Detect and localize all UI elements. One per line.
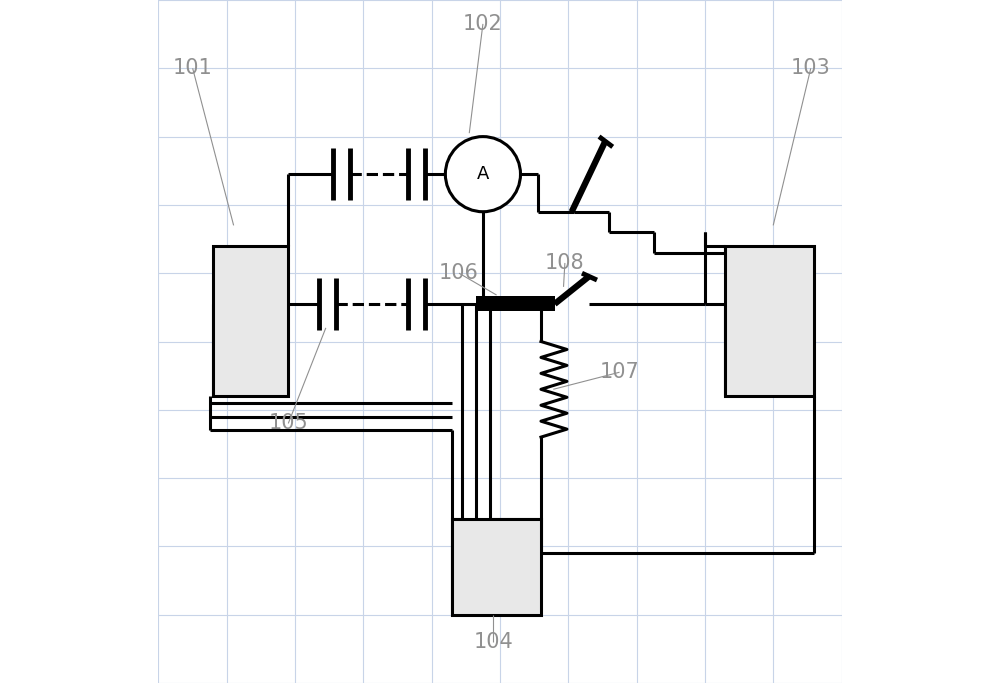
Text: 107: 107 <box>600 362 639 382</box>
Text: 106: 106 <box>439 263 479 283</box>
Bar <box>213 246 288 396</box>
Text: 103: 103 <box>791 58 831 79</box>
Bar <box>725 246 814 396</box>
Bar <box>476 296 555 311</box>
Text: 108: 108 <box>545 253 585 273</box>
Text: 105: 105 <box>268 413 308 434</box>
Text: A: A <box>477 165 489 183</box>
Text: 102: 102 <box>463 14 503 34</box>
Text: 104: 104 <box>473 632 513 652</box>
Bar <box>452 519 541 615</box>
Text: 101: 101 <box>173 58 213 79</box>
Circle shape <box>445 137 520 212</box>
